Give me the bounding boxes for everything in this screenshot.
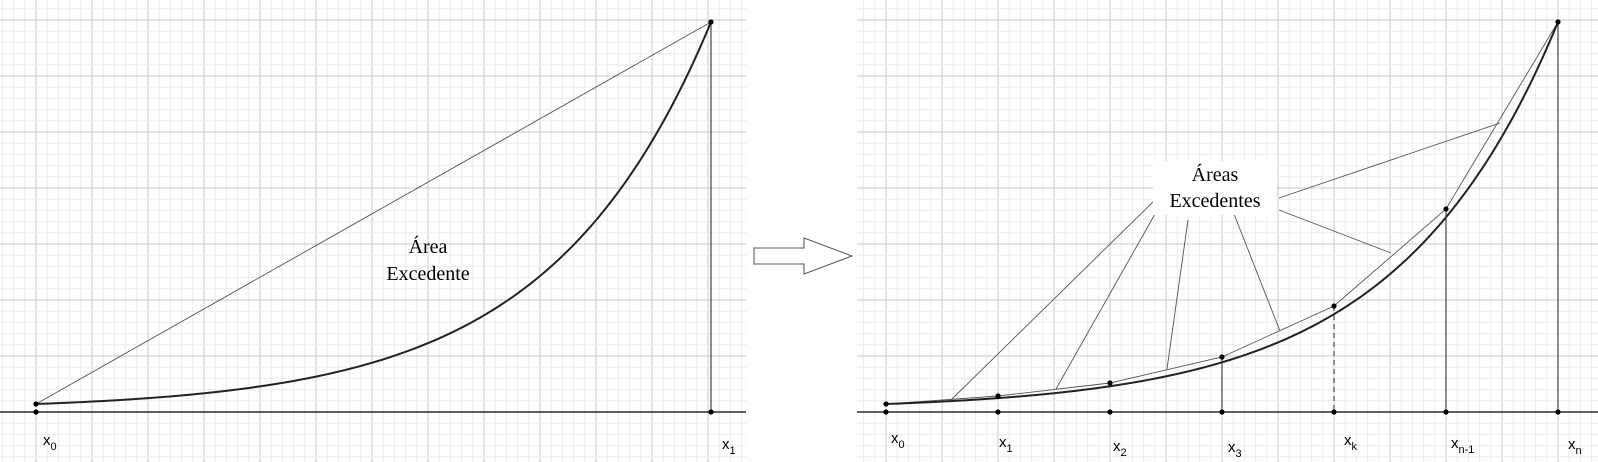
point-axis-x3 <box>1219 409 1225 415</box>
point-curve-x2 <box>1107 380 1113 386</box>
left-curve <box>35 21 712 405</box>
point-axis-x1 <box>995 409 1001 415</box>
left-grid <box>0 0 746 462</box>
point-curve-x3 <box>1219 354 1225 360</box>
right-area-label-bg <box>1153 161 1277 215</box>
point-axis-xk <box>1331 409 1337 415</box>
right-panel: Áreas Excedentes x0 x1 x2 x3 xk xn-1 xn <box>857 19 1598 460</box>
point-x1-axis <box>708 409 714 415</box>
left-area-label-line2: Excedente <box>386 263 469 285</box>
right-label-x3: x3 <box>1228 439 1242 460</box>
leader-line-4 <box>1233 213 1281 332</box>
right-label-xn: xn <box>1568 436 1582 457</box>
right-label-xn-1: xn-1 <box>1451 435 1474 456</box>
right-label-x1: x1 <box>999 434 1013 455</box>
point-curve-xk <box>1331 303 1337 309</box>
point-x1-curve <box>708 19 714 25</box>
right-grid <box>857 0 1598 462</box>
right-label-x0: x0 <box>891 430 905 451</box>
right-area-label-line1: Áreas <box>1192 163 1239 186</box>
leader-line-3 <box>1166 219 1189 370</box>
leader-line-6 <box>1278 122 1501 199</box>
leader-line-2 <box>1055 213 1156 390</box>
left-label-x1: x1 <box>722 436 736 457</box>
left-label-x0: x0 <box>43 432 57 453</box>
point-axis-x2 <box>1107 409 1113 415</box>
left-panel: Área Excedente x0 x1 <box>0 19 746 457</box>
point-curve-x1 <box>995 393 1001 399</box>
point-x0-axis <box>33 409 39 415</box>
right-label-x2: x2 <box>1113 438 1127 459</box>
leader-line-1 <box>950 196 1159 401</box>
right-area-label-line2: Excedentes <box>1169 190 1260 212</box>
point-axis-x0 <box>883 409 889 415</box>
point-curve-x0 <box>883 401 889 407</box>
right-arrow-icon <box>753 237 854 275</box>
point-axis-xn <box>1555 409 1561 415</box>
point-curve-xn <box>1555 19 1561 25</box>
left-area-label-line1: Área <box>409 235 448 258</box>
point-curve-xn-1 <box>1443 206 1449 212</box>
leader-line-5 <box>1278 209 1392 254</box>
point-axis-xn-1 <box>1443 409 1449 415</box>
left-secant-line <box>35 21 712 405</box>
right-label-xk: xk <box>1344 432 1358 453</box>
point-x0-curve <box>33 401 39 407</box>
